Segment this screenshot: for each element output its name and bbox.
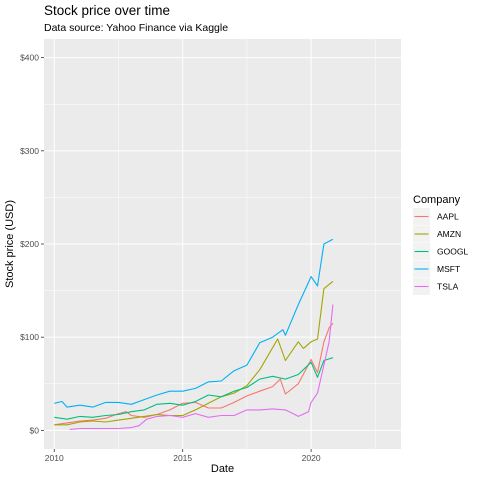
y-tick-label: $400 <box>20 53 39 63</box>
x-tick-label: 2010 <box>45 453 64 463</box>
legend: Company AAPL AMZN GOOGL MSFT TSLA <box>413 194 468 295</box>
series-line-msft <box>54 238 334 408</box>
series-line-amzn <box>54 280 334 426</box>
legend-label-tsla: TSLA <box>437 282 459 292</box>
x-tick-label: 2015 <box>173 453 192 463</box>
series-line-aapl <box>54 322 334 426</box>
y-tick-label: $0 <box>30 425 40 435</box>
legend-label-amzn: AMZN <box>437 229 461 239</box>
y-axis-title: Stock price (USD) <box>4 200 16 288</box>
series-lines <box>54 238 334 430</box>
series-line-tsla <box>69 304 334 430</box>
grid-major <box>44 39 401 449</box>
x-axis-title: Date <box>211 463 234 475</box>
series-line-googl <box>54 357 334 420</box>
legend-label-msft: MSFT <box>437 264 460 274</box>
x-axis: 2010 2015 2020 <box>45 449 321 463</box>
y-tick-label: $100 <box>20 332 39 342</box>
chart-subtitle: Data source: Yahoo Finance via Kaggle <box>44 22 228 34</box>
y-tick-label: $300 <box>20 146 39 156</box>
legend-title: Company <box>413 194 461 206</box>
y-tick-label: $200 <box>20 239 39 249</box>
legend-label-aapl: AAPL <box>437 212 459 222</box>
legend-label-googl: GOOGL <box>437 247 468 257</box>
y-axis: $0 $100 $200 $300 $400 <box>20 53 44 435</box>
chart-title: Stock price over time <box>44 3 170 18</box>
legend-items: AAPL AMZN GOOGL MSFT TSLA <box>413 208 468 295</box>
x-tick-label: 2020 <box>302 453 321 463</box>
